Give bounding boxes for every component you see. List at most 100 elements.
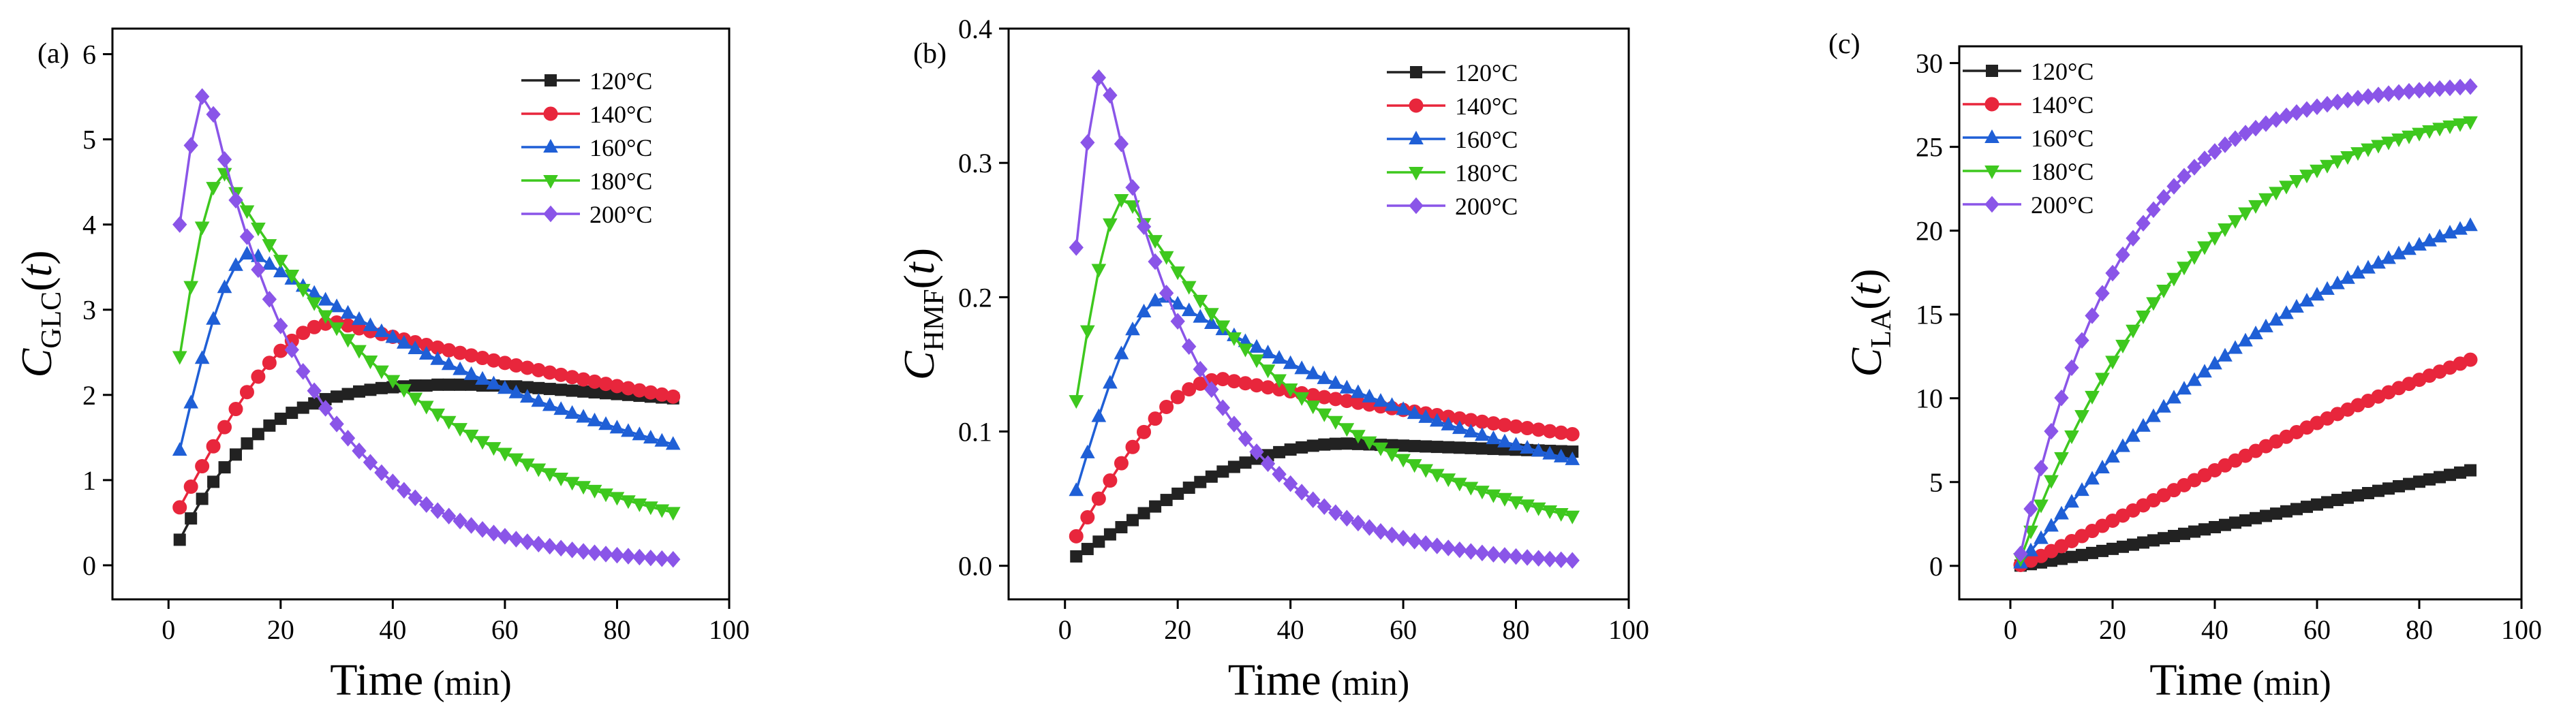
y-axis-label-argument: t [895, 261, 943, 274]
data-point [1554, 551, 1569, 569]
data-point [239, 385, 254, 400]
data-point [2248, 119, 2263, 137]
y-tick-label: 20 [1916, 216, 1943, 247]
data-point [1272, 349, 1287, 364]
data-point [508, 531, 524, 548]
data-point [1091, 491, 1106, 506]
plot-frame [1007, 27, 1630, 601]
data-point [329, 415, 344, 432]
data-point [1182, 382, 1197, 397]
data-point [2158, 532, 2170, 545]
data-point [2197, 241, 2212, 255]
data-point [318, 310, 333, 324]
data-point [1159, 251, 1174, 265]
data-point [1486, 489, 1501, 503]
data-point [1159, 285, 1174, 302]
data-point [329, 322, 344, 336]
legend-marker [1984, 195, 1999, 213]
data-point [2055, 552, 2068, 565]
panel-label: (c) [1828, 29, 1860, 60]
data-point [1238, 343, 1253, 358]
data-point [2402, 130, 2417, 144]
y-axis-label-symbol: C [12, 348, 61, 378]
y-axis-label: CGLC(t) [12, 250, 67, 377]
data-point [1396, 529, 1411, 547]
data-point [2126, 428, 2141, 442]
data-point [1125, 321, 1140, 336]
data-point [1103, 375, 1118, 389]
data-point [564, 541, 580, 558]
data-point [1114, 136, 1129, 153]
data-point [1465, 441, 1477, 454]
data-point [1407, 405, 1422, 420]
legend-marker [545, 74, 557, 86]
data-point [2197, 364, 2212, 378]
data-point [1452, 477, 1467, 492]
data-point [364, 383, 377, 396]
data-point [1137, 507, 1150, 520]
y-tick-label: 0.4 [958, 14, 992, 44]
data-point [2463, 116, 2478, 130]
data-point [1351, 514, 1366, 532]
data-point [273, 255, 288, 269]
data-point [555, 383, 568, 396]
data-point [1284, 443, 1297, 456]
data-point [519, 389, 535, 403]
data-point [2258, 318, 2273, 332]
data-point [2207, 232, 2222, 246]
data-point [1351, 384, 1366, 398]
data-point [1430, 537, 1445, 554]
data-point [1508, 496, 1524, 510]
y-tick-label: 1 [82, 465, 96, 496]
data-point [2166, 178, 2181, 195]
y-axis-label-subscript: LA [1866, 309, 1897, 348]
data-point [2453, 118, 2468, 132]
data-point [2258, 193, 2273, 207]
legend-marker [543, 138, 558, 153]
legend-entry: 180°C [1455, 159, 1518, 187]
data-point [2381, 250, 2396, 264]
data-point [632, 498, 647, 512]
y-tick-label: 5 [82, 125, 96, 155]
data-point [195, 459, 210, 474]
legend: 120°C 140°C 160°C 180°C 200°C [1963, 58, 2094, 219]
data-point [576, 481, 591, 495]
data-point [273, 264, 288, 278]
y-tick-label: 0.0 [958, 551, 992, 582]
data-point [2372, 484, 2385, 497]
data-point [2095, 285, 2110, 302]
data-point [587, 484, 602, 499]
data-point [1520, 499, 1535, 514]
y-axis-label-open-paren: ( [12, 277, 61, 292]
x-tick-label: 100 [2501, 614, 2542, 645]
data-point [2064, 494, 2079, 508]
data-point [454, 378, 467, 391]
data-point [295, 283, 311, 298]
data-point [1160, 494, 1173, 507]
data-point [308, 397, 321, 410]
data-point [217, 420, 232, 435]
data-point [1306, 439, 1319, 452]
data-point [665, 436, 681, 450]
data-point [218, 461, 231, 474]
data-point [262, 356, 277, 371]
data-point [1295, 441, 1308, 454]
data-point [239, 228, 255, 245]
data-point [1328, 375, 1343, 389]
data-point [543, 383, 556, 396]
y-axis-label: CLA(t) [1842, 268, 1897, 377]
data-point [2342, 491, 2354, 504]
data-point [263, 419, 276, 432]
data-point [1362, 436, 1377, 450]
y-axis-label-symbol: C [1842, 347, 1890, 377]
x-tick-label: 80 [1503, 614, 1530, 645]
data-point [1553, 507, 1569, 522]
chart-panel-2: 0 20 40 60 80 100 0.0 0.1 0.2 0.3 0.4 (b) Time (min) C… [895, 14, 1649, 705]
data-point [2177, 262, 2192, 276]
data-point [2166, 390, 2181, 404]
y-axis-label-symbol: C [895, 350, 943, 380]
data-point [566, 384, 579, 397]
data-point [2289, 175, 2304, 189]
data-point [2238, 125, 2253, 142]
